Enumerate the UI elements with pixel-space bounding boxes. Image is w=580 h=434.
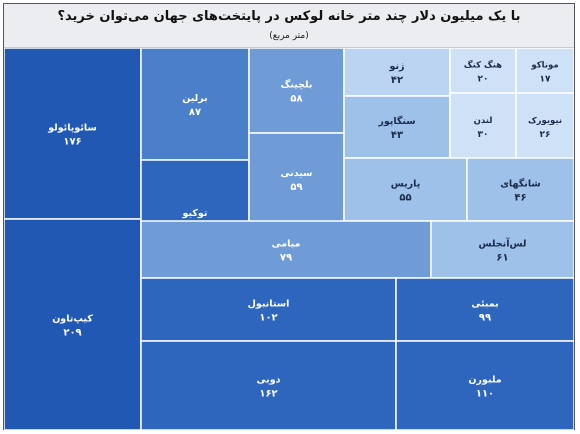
treemap-cell	[395, 340, 574, 430]
tile-city-label: بمبئی	[471, 299, 498, 310]
treemap-tile: سیدنی ۵۹	[248, 132, 345, 226]
tile-city-label: لندن	[474, 116, 493, 126]
tile-city-label: میامی	[272, 239, 301, 250]
tile-city-label: برلین	[182, 93, 207, 104]
tile-city-label: سیدنی	[281, 168, 313, 179]
tile-value-label: ۲۰	[478, 75, 489, 85]
tile-value-label: ۹۹	[479, 313, 491, 324]
treemap: سائوپائولو۱۷۶کیپ‌تاون۲۰۹برلین۸۷توکیو۹۱بل…	[4, 48, 574, 430]
tile-value-label: ۶۱	[496, 253, 508, 264]
treemap-cell	[343, 95, 451, 159]
tile-city-label: دوبی	[257, 375, 281, 386]
chart-frame: با یک میلیون دلار چند متر خانه لوکس در پ…	[3, 3, 575, 430]
treemap-cell	[248, 132, 345, 226]
treemap-cell	[140, 277, 397, 342]
tile-city-label: پاریس	[391, 179, 421, 190]
treemap-tile: پاریس ۵۵	[343, 157, 468, 222]
tile-value-label: ۳۰	[478, 130, 489, 140]
chart-title: با یک میلیون دلار چند متر خانه لوکس در پ…	[57, 9, 521, 24]
tile-value-label: ۲۶	[540, 130, 551, 140]
tile-city-label: توکیو	[182, 208, 208, 219]
treemap-cell	[140, 48, 250, 161]
tile-city-label: کیپ‌تاون	[52, 314, 93, 325]
treemap-cell	[248, 48, 345, 134]
treemap-tile: ژنو ۴۲	[343, 48, 451, 97]
treemap-tile: استانبول ۱۰۲	[140, 277, 397, 342]
tile-value-label: ۸۷	[189, 107, 201, 118]
tile-value-label: ۴۶	[514, 193, 526, 204]
treemap-tile: لندن ۳۰	[449, 92, 517, 160]
tile-city-label: استانبول	[248, 299, 290, 310]
treemap-cell	[515, 48, 574, 94]
treemap-tile: میامی ۷۹	[140, 220, 432, 279]
treemap-tile: نیویورک ۲۶	[515, 92, 574, 160]
tile-value-label: ۴۳	[391, 130, 403, 141]
treemap-cell	[466, 157, 574, 222]
tile-city-label: بلچینگ	[281, 79, 313, 91]
tile-value-label: ۲۰۹	[63, 328, 81, 339]
treemap-cell	[140, 220, 432, 279]
treemap-tile: لس‌آنجلس ۶۱	[430, 220, 574, 279]
treemap-tile: بمبئی ۹۹	[395, 277, 574, 342]
treemap-cell	[4, 218, 142, 430]
treemap-tile: سائوپائولو ۱۷۶	[4, 48, 142, 220]
treemap-tile: شانگهای ۴۶	[466, 157, 574, 222]
treemap-tile: بلچینگ ۵۸	[248, 48, 345, 134]
tile-value-label: ۱۱۰	[476, 389, 494, 400]
tile-city-label: لس‌آنجلس	[479, 237, 527, 250]
tile-city-label: هنگ کنگ	[464, 60, 502, 71]
chart-header: با یک میلیون دلار چند متر خانه لوکس در پ…	[4, 4, 574, 48]
treemap-tile: دوبی ۱۶۲	[140, 340, 397, 430]
tile-city-label: سنگاپور	[377, 115, 415, 127]
tile-value-label: ۵۵	[399, 193, 411, 204]
treemap-cell	[449, 92, 517, 160]
tile-city-label: شانگهای	[500, 178, 541, 190]
tile-value-label: ۱۶۲	[259, 389, 277, 400]
tile-city-label: نیویورک	[528, 116, 562, 126]
treemap-cell	[430, 220, 574, 279]
tile-city-label: سائوپائولو	[47, 123, 97, 134]
tile-value-label: ۱۷	[540, 75, 551, 85]
treemap-cell	[395, 277, 574, 342]
treemap-cell	[140, 340, 397, 430]
tile-value-label: ۵۸	[290, 94, 302, 105]
treemap-cell	[343, 157, 468, 222]
tile-value-label: ۷۹	[280, 253, 292, 264]
tile-city-label: ملبورن	[468, 375, 501, 386]
treemap-tile: موناکو ۱۷	[515, 48, 574, 94]
treemap-tile: هنگ کنگ ۲۰	[449, 48, 517, 94]
chart-unit: (متر مربع)	[269, 31, 309, 41]
tile-city-label: ژنو	[389, 61, 405, 72]
tile-city-label: موناکو	[530, 61, 558, 71]
tile-value-label: ۱۷۶	[63, 137, 81, 148]
treemap-cell	[4, 48, 142, 220]
treemap-tile: کیپ‌تاون ۲۰۹	[4, 218, 142, 430]
treemap-cell	[515, 92, 574, 160]
treemap-cell	[343, 48, 451, 97]
treemap-tile: برلین ۸۷	[140, 48, 250, 161]
treemap-tile: سنگاپور ۴۳	[343, 95, 451, 159]
treemap-tile: ملبورن ۱۱۰	[395, 340, 574, 430]
tile-value-label: ۱۰۲	[259, 313, 277, 324]
treemap-cell	[449, 48, 517, 94]
tile-value-label: ۴۲	[391, 75, 403, 86]
tile-value-label: ۵۹	[290, 182, 302, 193]
